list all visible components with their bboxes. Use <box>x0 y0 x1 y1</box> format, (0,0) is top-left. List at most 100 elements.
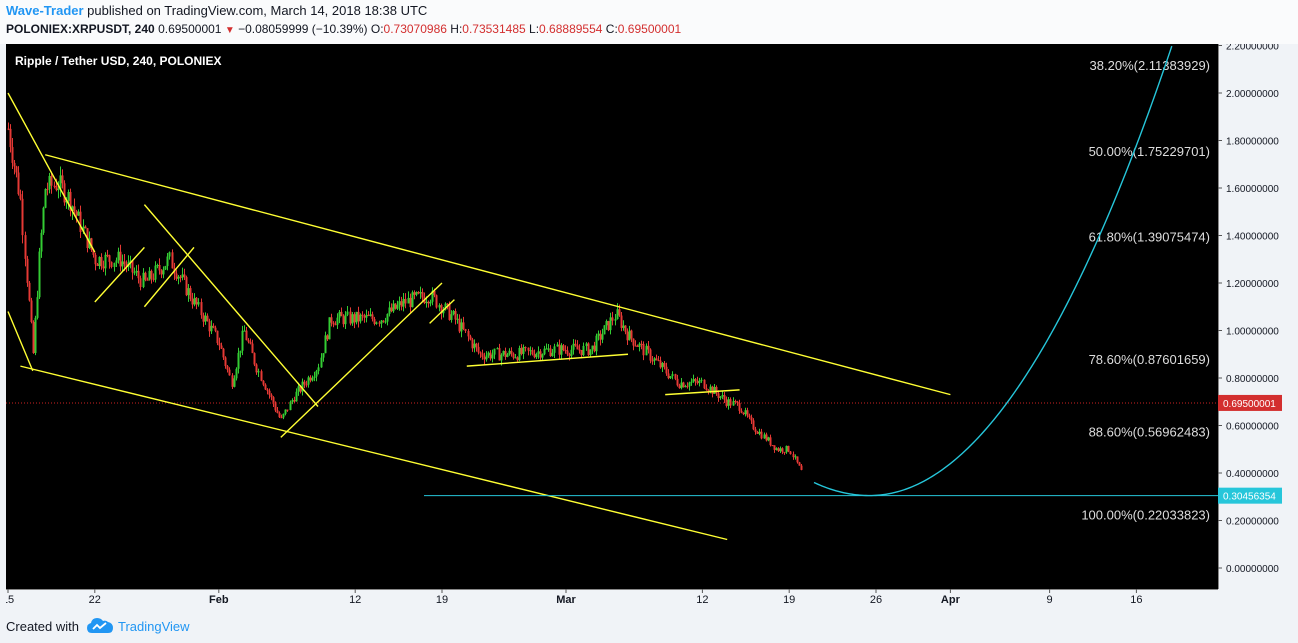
candle-body <box>649 349 652 361</box>
tradingview-cloud-icon[interactable] <box>87 617 113 635</box>
candle-body <box>171 252 174 269</box>
candle-body <box>454 311 457 320</box>
candle-body <box>183 274 186 278</box>
candle-body <box>566 350 569 355</box>
candle-body <box>570 349 573 356</box>
candle-body <box>438 305 441 308</box>
candle-body <box>28 282 31 301</box>
candle-body <box>220 345 223 349</box>
candle-body <box>245 330 248 341</box>
price-tick-label: 2.00000000 <box>1226 89 1279 100</box>
price-tick-label: 1.20000000 <box>1226 279 1279 290</box>
candle-body <box>121 261 124 267</box>
candle-body <box>655 358 658 360</box>
trendline-wave-1-bottom <box>7 311 34 372</box>
candle-body <box>460 322 463 332</box>
candle-body <box>773 445 776 450</box>
candle-body <box>309 377 312 381</box>
symbol-line: POLONIEX:XRPUSDT, 240 0.69500001 ▼ −0.08… <box>6 22 681 36</box>
high-value: 0.73531485 <box>462 22 526 36</box>
candle-body <box>396 304 399 309</box>
candle-body <box>597 333 600 336</box>
candle-body <box>626 331 629 341</box>
candle-body <box>614 319 617 321</box>
candle-body <box>738 402 741 411</box>
candle-body <box>168 252 171 257</box>
time-tick-label: Mar <box>556 594 576 606</box>
price-tick-label: 0.60000000 <box>1226 422 1279 433</box>
time-tick-label: 12 <box>696 594 708 606</box>
candle-body <box>502 350 505 355</box>
candle-body <box>527 347 530 351</box>
candle-body <box>415 292 418 295</box>
candle-body <box>574 343 577 346</box>
candle-body <box>297 386 300 392</box>
candle-body <box>481 353 484 357</box>
candle-body <box>301 381 304 392</box>
candle-body <box>700 379 703 381</box>
candle-body <box>524 347 527 349</box>
candle-body <box>698 380 701 384</box>
candle-body <box>477 346 480 353</box>
candle-body <box>110 261 113 267</box>
candle-body <box>506 354 509 357</box>
candle-body <box>485 355 488 360</box>
candle-body <box>361 314 364 316</box>
candle-body <box>508 350 511 355</box>
candle-body <box>400 301 403 307</box>
price-tags: 0.69500001 0.30456354 <box>1218 394 1282 504</box>
price-chart[interactable]: Ripple / Tether USD, 240, POLONIEX 38.20… <box>2 42 1298 609</box>
fibonacci-level-label: 78.60%(0.87601659) <box>1089 352 1210 367</box>
last-price-tag-bg <box>1218 394 1282 411</box>
candle-body <box>299 386 302 392</box>
candle-body <box>748 415 751 418</box>
candle-body <box>647 345 650 350</box>
candle-body <box>750 417 753 421</box>
candle-body <box>640 343 643 345</box>
candle-body <box>792 454 795 458</box>
candle-body <box>349 311 352 324</box>
candle-body <box>75 210 78 216</box>
candle-body <box>657 359 660 361</box>
candle-body <box>208 321 211 332</box>
created-with-label: Created with <box>6 619 79 634</box>
last-price: 0.69500001 <box>158 22 222 36</box>
candle-body <box>375 322 378 324</box>
candle-body <box>798 462 801 466</box>
candle-body <box>777 448 780 452</box>
candle-body <box>104 254 107 269</box>
trendline-consolidation-2 <box>665 389 740 396</box>
candle-body <box>166 256 169 267</box>
candle-body <box>189 288 192 300</box>
candle-body <box>125 264 128 267</box>
candle-body <box>473 343 476 349</box>
tradingview-brand-link[interactable]: TradingView <box>118 619 190 634</box>
candle-body <box>781 448 784 453</box>
candle-body <box>113 262 116 267</box>
author-link[interactable]: Wave-Trader <box>6 3 84 18</box>
candle-body <box>705 388 708 391</box>
candle-body <box>226 366 229 370</box>
candle-body <box>556 344 559 347</box>
candle-body <box>305 384 308 386</box>
candle-body <box>653 358 656 362</box>
trendline-wave-4-small <box>429 299 455 324</box>
candle-body <box>291 400 294 402</box>
candle-body <box>703 379 706 389</box>
candle-body <box>787 445 790 452</box>
candle-body <box>342 316 345 325</box>
candle-body <box>181 274 184 278</box>
candle-body <box>696 381 699 384</box>
candle-body <box>456 318 459 320</box>
target-price-tag-label: 0.30456354 <box>1223 492 1276 503</box>
candle-body <box>117 251 120 261</box>
candle-body <box>102 266 105 269</box>
candle-body <box>286 409 289 411</box>
candle-body <box>315 371 318 377</box>
candle-body <box>589 349 592 356</box>
time-tick-label: 19 <box>783 594 795 606</box>
candle-body <box>539 351 542 358</box>
candle-body <box>512 353 515 358</box>
candle-body <box>545 348 548 350</box>
chart-area[interactable]: Ripple / Tether USD, 240, POLONIEX 38.20… <box>2 42 1298 609</box>
